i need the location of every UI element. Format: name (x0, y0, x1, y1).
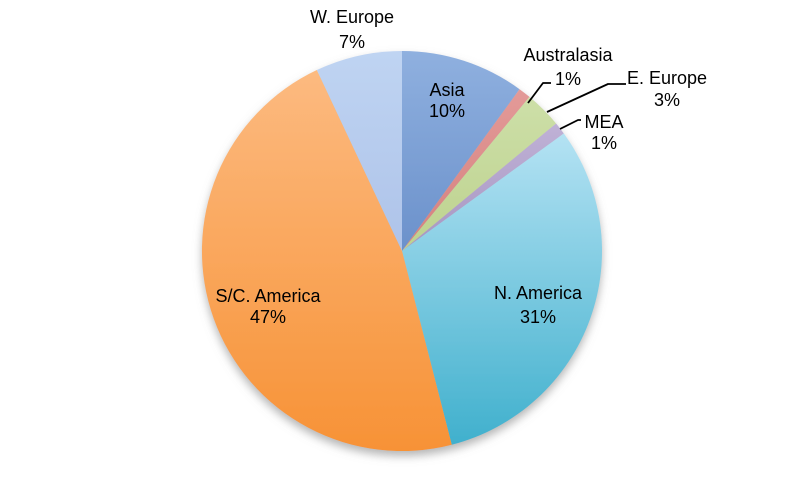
pie-slice-s-c-america[interactable] (201, 70, 452, 452)
slice-label-name: MEA (584, 112, 623, 132)
slice-label-percent: 7% (339, 32, 365, 52)
slice-labels-group: Asia 10%Australasia 1% E. Europe 3%MEA 1%N. A… (215, 7, 707, 327)
leader-line-australasia (527, 82, 551, 104)
pie-slice-asia[interactable] (402, 51, 520, 251)
slice-label-name: E. Europe (627, 68, 707, 88)
slice-label-n-america: N. America 31% (494, 283, 583, 327)
slice-label-percent: 31% (520, 307, 556, 327)
slice-label-name: W. Europe (310, 7, 394, 27)
pie-slice-australasia[interactable] (402, 89, 530, 251)
pie-slice-e-europe[interactable] (402, 96, 557, 252)
slice-label-mea: MEA 1% (584, 112, 623, 153)
slice-label-s-c-america: S/C. America 47% (215, 286, 321, 327)
pie-slices-group (201, 51, 603, 452)
slice-label-name: Asia (429, 80, 465, 100)
slice-label-percent: 1% (555, 69, 581, 89)
slice-label-name: S/C. America (215, 286, 321, 306)
leader-line-e-europe (546, 83, 626, 113)
slice-label-name: Australasia (523, 45, 613, 65)
slice-label-percent: 47% (250, 307, 286, 327)
leader-line-mea (559, 119, 581, 130)
slice-label-australasia: Australasia 1% (523, 45, 613, 89)
slice-label-w-europe: W. Europe 7% (310, 7, 394, 52)
slice-label-percent: 10% (429, 101, 465, 121)
slice-label-percent: 3% (654, 90, 680, 110)
pie-slice-mea[interactable] (402, 123, 564, 251)
slice-label-percent: 1% (591, 133, 617, 153)
slice-label-e-europe: E. Europe 3% (627, 68, 707, 110)
leader-lines-group (527, 82, 626, 130)
slice-label-asia: Asia 10% (429, 80, 466, 121)
pie-slice-w-europe[interactable] (316, 51, 402, 251)
slice-label-name: N. America (494, 283, 583, 303)
pie-slice-n-america[interactable] (402, 133, 603, 445)
